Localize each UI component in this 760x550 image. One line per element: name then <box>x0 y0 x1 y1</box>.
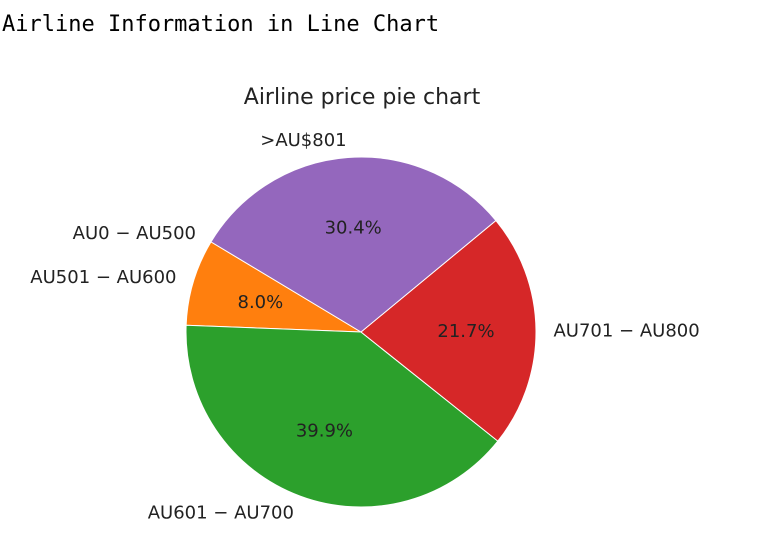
slice-label: >AU$801 <box>260 130 346 151</box>
slice-label: AU501 − AU600 <box>30 267 176 288</box>
pie-slice <box>185 324 499 508</box>
pie-slice <box>360 219 537 442</box>
page-heading: Airline Information in Line Chart <box>2 12 440 37</box>
slice-label: AU0 − AU500 <box>73 223 196 244</box>
slice-percent-label: 8.0% <box>238 292 284 313</box>
pie-slice <box>210 156 497 333</box>
chart-title: Airline price pie chart <box>244 85 481 110</box>
slice-percent-label: 39.9% <box>296 420 353 441</box>
slice-percent-label: 30.4% <box>325 217 382 238</box>
slice-percent-label: 21.7% <box>437 321 494 342</box>
slice-label: AU601 − AU700 <box>148 502 294 523</box>
slice-label: AU701 − AU800 <box>553 320 699 341</box>
